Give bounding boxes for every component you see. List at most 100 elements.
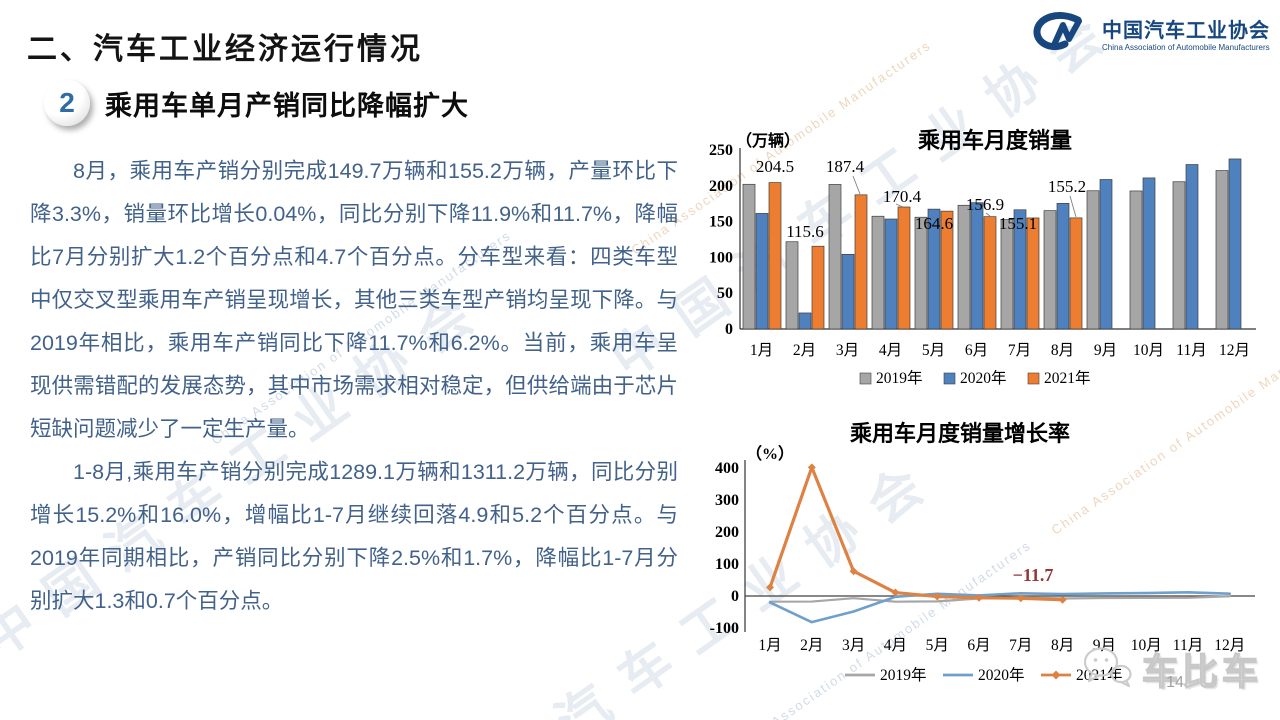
brand-watermark: 车比车 — [1080, 643, 1262, 695]
bar-2021年-1月 — [768, 182, 782, 330]
bar-2020年-3月 — [841, 253, 855, 330]
marker-2021年-8月 — [1058, 595, 1067, 604]
page-number: 14 — [1166, 674, 1184, 691]
chart-text: 7月 — [1009, 637, 1032, 654]
chart-text: 155.1 — [999, 214, 1037, 233]
bar-2019年-2月 — [785, 241, 799, 330]
chart-text: 50 — [717, 285, 733, 302]
chart-text: （%） — [746, 445, 794, 463]
bar-2019年-11月 — [1172, 181, 1186, 330]
marker-2021年-1月 — [766, 583, 774, 592]
chart-text: 乘用车月度销量增长率 — [849, 421, 1070, 446]
chart-text: 9月 — [1094, 342, 1117, 359]
bar-2021年-7月 — [1026, 217, 1040, 330]
bar-2019年-10月 — [1129, 190, 1143, 330]
chat-bubbles-icon — [1080, 644, 1138, 695]
chart-text: 400 — [715, 460, 739, 477]
chart-text: 11月 — [1173, 637, 1203, 654]
association-logo: 中国汽车工业协会 China Association of Automobile… — [1032, 12, 1270, 61]
bar-2019年-9月 — [1086, 190, 1100, 330]
marker-2021年-6月 — [975, 593, 983, 602]
chart-text: 2月 — [800, 637, 823, 654]
association-name-en: China Association of Automobile Manufact… — [1102, 43, 1270, 53]
bar-2020年-11月 — [1185, 164, 1199, 330]
bar-2019年-3月 — [828, 184, 842, 330]
bar-2019年-4月 — [871, 215, 885, 330]
label-leader — [895, 203, 904, 208]
bar-2021年-6月 — [983, 216, 997, 330]
marker-2021年-7月 — [1016, 594, 1025, 603]
bar-2019年-1月 — [742, 183, 756, 330]
chart-text: 1月 — [750, 342, 773, 359]
chart-text: 115.6 — [786, 222, 824, 241]
body-text: 8月，乘用车产销分别完成149.7万辆和155.2万辆，产量环比下降3.3%，销… — [30, 150, 678, 623]
chart-text: 4月 — [879, 342, 902, 359]
section-heading-row: 2 乘用车单月产销同比降幅扩大 — [44, 80, 469, 126]
bar-2021年-4月 — [897, 206, 911, 330]
chart-text: 乘用车月度销量 — [917, 128, 1072, 153]
chart-text: 250 — [709, 142, 733, 159]
legend-marker — [1051, 670, 1061, 680]
legend-swatch — [1027, 372, 1040, 385]
bar-2019年-8月 — [1043, 210, 1057, 330]
chart-text: 1月 — [758, 637, 781, 654]
brand-name: 车比车 — [1141, 650, 1263, 693]
chart-text: 187.4 — [826, 157, 865, 176]
bar-2020年-5月 — [927, 208, 941, 330]
label-leader — [1069, 195, 1077, 218]
chart-text: 155.2 — [1048, 177, 1086, 196]
chart-text: 164.6 — [915, 214, 953, 233]
legend-swatch — [859, 372, 872, 385]
chart-text: 5月 — [926, 637, 949, 654]
chart-text: 2020年 — [960, 369, 1007, 387]
chart-text: 3月 — [842, 637, 865, 654]
chart-text: 2019年 — [876, 369, 923, 387]
chart-text: 11月 — [1176, 342, 1206, 359]
bar-2020年-8月 — [1056, 202, 1070, 330]
chart-text: （万辆） — [736, 131, 800, 150]
chart-text: 204.5 — [756, 157, 794, 176]
body-paragraph-2: 1-8月,乘用车产销分别完成1289.1万辆和1311.2万辆，同比分别增长15… — [30, 460, 678, 613]
bar-2020年-1月 — [755, 213, 769, 330]
bar-2021年-2月 — [811, 245, 825, 330]
monthly-sales-growth-line-chart: 乘用车月度销量增长率 （%） 400 300 200 100 0 -100 1月 2月 3月 4月 5月… — [710, 421, 1255, 684]
section-number-badge: 2 — [44, 80, 90, 126]
marker-2021年-3月 — [849, 567, 858, 576]
chart-text: 2020年 — [978, 666, 1025, 684]
chart-text: 8月 — [1051, 342, 1074, 359]
chart-text: 170.4 — [883, 187, 922, 206]
bar-2020年-7月 — [1013, 209, 1027, 330]
chart-text: 156.9 — [966, 195, 1004, 214]
chart-text: 6月 — [967, 637, 990, 654]
bar-2021年-5月 — [940, 210, 954, 330]
association-name-cn: 中国汽车工业协会 — [1102, 20, 1270, 43]
chart-text: 0 — [725, 321, 733, 338]
chart-text: -100 — [710, 620, 739, 637]
marker-2021年-2月 — [807, 463, 816, 472]
chart-text: −11.7 — [1013, 565, 1054, 585]
chart-text: 100 — [715, 556, 739, 573]
chart-text: 12月 — [1214, 637, 1245, 654]
section-heading: 乘用车单月产销同比降幅扩大 — [105, 90, 469, 121]
bar-2020年-2月 — [798, 312, 812, 330]
bar-2021年-3月 — [854, 194, 868, 330]
chart-text: 10月 — [1133, 342, 1164, 359]
bar-2020年-9月 — [1099, 179, 1113, 330]
legend-swatch — [943, 372, 956, 385]
chart-text: 3月 — [836, 342, 859, 359]
chart-text: 5月 — [922, 342, 945, 359]
chart-text: 10月 — [1131, 637, 1162, 654]
chart-text: 200 — [715, 524, 739, 541]
chart-text: 2月 — [793, 342, 816, 359]
marker-2021年-5月 — [933, 592, 942, 601]
bar-2021年-8月 — [1069, 217, 1083, 330]
page-title: 二、汽车工业经济运行情况 — [27, 33, 423, 66]
marker-2021年-4月 — [891, 588, 900, 597]
monthly-sales-bar-chart: 乘用车月度销量 （万辆）250 200 150 100 50 0 1月 2月 3月 4月 5月 6月 7月… — [709, 128, 1256, 387]
bar-2019年-7月 — [1000, 219, 1014, 330]
label-leader — [985, 212, 991, 217]
bar-2019年-12月 — [1215, 170, 1229, 330]
bar-2019年-5月 — [914, 216, 928, 330]
chart-text: 2019年 — [880, 666, 927, 684]
